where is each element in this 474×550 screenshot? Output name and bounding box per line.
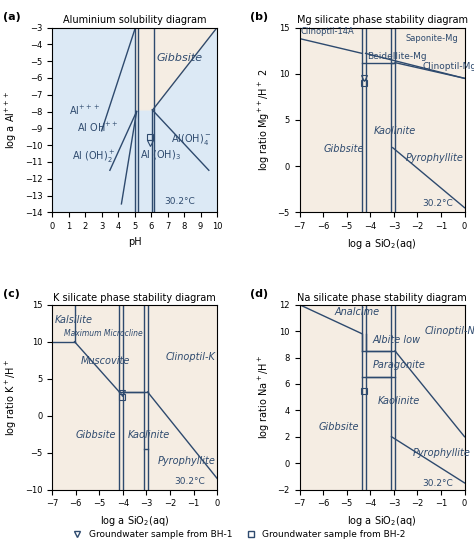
Text: Kaolinite: Kaolinite xyxy=(128,430,170,440)
Text: Pyrophyllite: Pyrophyllite xyxy=(406,153,464,163)
Text: (b): (b) xyxy=(250,12,268,22)
Text: Albite low: Albite low xyxy=(373,335,421,345)
Y-axis label: log ratio Mg$^{++}$/H$^+$ 2: log ratio Mg$^{++}$/H$^+$ 2 xyxy=(257,69,272,171)
X-axis label: log a SiO$_2$(aq): log a SiO$_2$(aq) xyxy=(347,236,417,251)
Text: Clinoptil-Na: Clinoptil-Na xyxy=(424,326,474,336)
Text: Al$^{+++}$: Al$^{+++}$ xyxy=(69,104,100,117)
X-axis label: pH: pH xyxy=(128,236,141,246)
Text: 30.2°C: 30.2°C xyxy=(175,477,205,486)
Y-axis label: log ratio Na$^+$/H$^+$: log ratio Na$^+$/H$^+$ xyxy=(257,355,272,439)
Text: Beidellite-Mg: Beidellite-Mg xyxy=(367,52,426,61)
Polygon shape xyxy=(136,28,217,110)
Title: Mg silicate phase stability diagram: Mg silicate phase stability diagram xyxy=(297,15,467,25)
Text: Al (OH)$_2^+$: Al (OH)$_2^+$ xyxy=(72,149,115,165)
Text: Kaolinite: Kaolinite xyxy=(374,126,416,136)
Text: Gibbsite: Gibbsite xyxy=(156,53,202,63)
Y-axis label: log ratio K$^+$/H$^+$: log ratio K$^+$/H$^+$ xyxy=(4,359,19,436)
Legend: Groundwater sample from BH-1, Groundwater sample from BH-2: Groundwater sample from BH-1, Groundwate… xyxy=(64,526,410,543)
Y-axis label: log a Al$^{+++}$: log a Al$^{+++}$ xyxy=(4,91,19,149)
Text: Muscovite: Muscovite xyxy=(81,356,130,366)
Text: Al OH$^{++}$: Al OH$^{++}$ xyxy=(77,120,118,134)
Text: Clinoptil-14A: Clinoptil-14A xyxy=(301,27,355,36)
X-axis label: log a SiO$_2$(aq): log a SiO$_2$(aq) xyxy=(347,514,417,528)
Text: Al(OH)$_4^-$: Al(OH)$_4^-$ xyxy=(171,132,211,147)
Text: Clinoptil-Mg: Clinoptil-Mg xyxy=(422,62,474,71)
Text: Maximum Microcline: Maximum Microcline xyxy=(64,329,143,338)
Text: 30.2°C: 30.2°C xyxy=(164,197,195,206)
Text: 30.2°C: 30.2°C xyxy=(422,199,453,208)
Text: Kaolinite: Kaolinite xyxy=(377,395,419,406)
Text: Gibbsite: Gibbsite xyxy=(76,430,116,440)
Text: 30.2°C: 30.2°C xyxy=(422,478,453,487)
Text: (c): (c) xyxy=(3,289,19,299)
Text: Saponite-Mg: Saponite-Mg xyxy=(406,34,458,43)
Text: Pyrophyllite: Pyrophyllite xyxy=(413,448,471,459)
Text: Analcime: Analcime xyxy=(335,307,380,317)
Text: Pyrophyllite: Pyrophyllite xyxy=(158,455,216,466)
Text: Gibbsite: Gibbsite xyxy=(323,144,364,154)
Title: Aluminium solubility diagram: Aluminium solubility diagram xyxy=(63,15,206,25)
Text: Al (OH)$_3$: Al (OH)$_3$ xyxy=(139,148,181,162)
Text: Paragonite: Paragonite xyxy=(373,360,426,370)
X-axis label: log a SiO$_2$(aq): log a SiO$_2$(aq) xyxy=(100,514,169,528)
Text: Gibbsite: Gibbsite xyxy=(319,422,359,432)
Title: K silicate phase stability diagram: K silicate phase stability diagram xyxy=(53,293,216,303)
Text: (d): (d) xyxy=(250,289,268,299)
Text: Kalsilite: Kalsilite xyxy=(55,315,92,325)
Text: Clinoptil-K: Clinoptil-K xyxy=(165,352,215,362)
Text: (a): (a) xyxy=(3,12,20,22)
Title: Na silicate phase stability diagram: Na silicate phase stability diagram xyxy=(297,293,467,303)
